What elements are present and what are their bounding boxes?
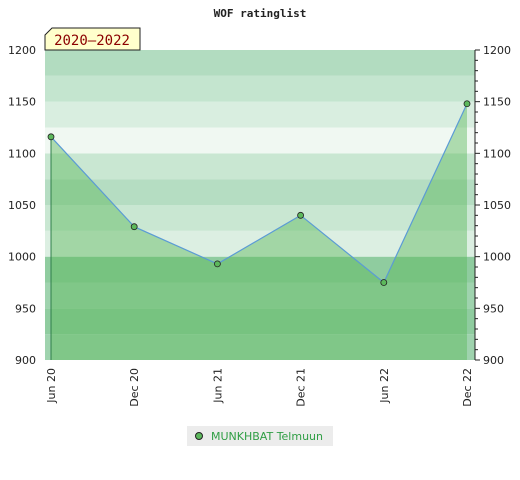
x-axis: Jun 20 Dec 20 Jun 21 Dec 21 Jun 22 Dec 22 xyxy=(45,368,474,407)
y-tick-label-right: 1000 xyxy=(483,251,511,264)
background-band xyxy=(45,179,475,205)
y-tick-label-right: 1200 xyxy=(483,44,511,57)
chart-title: WOF ratinglist xyxy=(214,7,307,20)
line-layer xyxy=(50,103,468,360)
y-tick-label: 950 xyxy=(15,302,36,315)
left-y-axis: 900 950 1000 1050 1100 1150 1200 xyxy=(8,44,36,367)
x-tick-label: Jun 20 xyxy=(45,368,58,404)
y-tick-label: 1200 xyxy=(8,44,36,57)
legend: MUNKHBAT Telmuun xyxy=(187,426,333,446)
period-label: 2020–2022 xyxy=(54,33,130,49)
marker-layer xyxy=(47,100,471,286)
y-tick-label-right: 1100 xyxy=(483,147,511,160)
y-tick-label-right: 1050 xyxy=(483,199,511,212)
data-point xyxy=(213,260,221,268)
x-tick-label: Jun 21 xyxy=(211,368,224,404)
y-tick-label: 1100 xyxy=(8,147,36,160)
x-tick-label: Dec 22 xyxy=(461,368,474,407)
legend-label: MUNKHBAT Telmuun xyxy=(211,429,323,443)
data-point xyxy=(130,223,138,231)
y-tick-label-right: 900 xyxy=(483,354,504,367)
y-tick-label-right: 950 xyxy=(483,302,504,315)
period-badge: 2020–2022 xyxy=(44,27,141,51)
data-point xyxy=(463,100,471,108)
background-band xyxy=(45,153,475,180)
background-band xyxy=(45,256,475,283)
background-band xyxy=(45,127,475,154)
background-band xyxy=(45,230,475,257)
right-y-axis: 900 950 1000 1050 1100 1150 1200 xyxy=(474,44,511,367)
background-band xyxy=(45,205,475,231)
background-band xyxy=(45,334,475,360)
data-point xyxy=(297,211,305,219)
series-area xyxy=(51,103,467,360)
background-band xyxy=(45,308,475,335)
y-tick-label: 1050 xyxy=(8,199,36,212)
data-point xyxy=(380,279,388,286)
legend-marker-icon xyxy=(195,432,203,440)
background-band xyxy=(45,282,475,309)
series-line xyxy=(50,103,468,284)
y-tick-label-right: 1150 xyxy=(483,96,511,109)
background-band xyxy=(45,50,475,76)
x-tick-label: Jun 22 xyxy=(378,368,391,404)
data-point xyxy=(47,133,55,141)
y-tick-label: 1000 xyxy=(8,251,36,264)
background-band xyxy=(45,101,475,128)
y-tick-label: 1150 xyxy=(8,96,36,109)
area-layer xyxy=(51,103,467,360)
y-tick-label: 900 xyxy=(15,354,36,367)
background-band xyxy=(45,75,475,102)
x-tick-label: Dec 20 xyxy=(128,368,141,407)
x-tick-label: Dec 21 xyxy=(295,368,308,407)
background-bands xyxy=(45,50,475,360)
